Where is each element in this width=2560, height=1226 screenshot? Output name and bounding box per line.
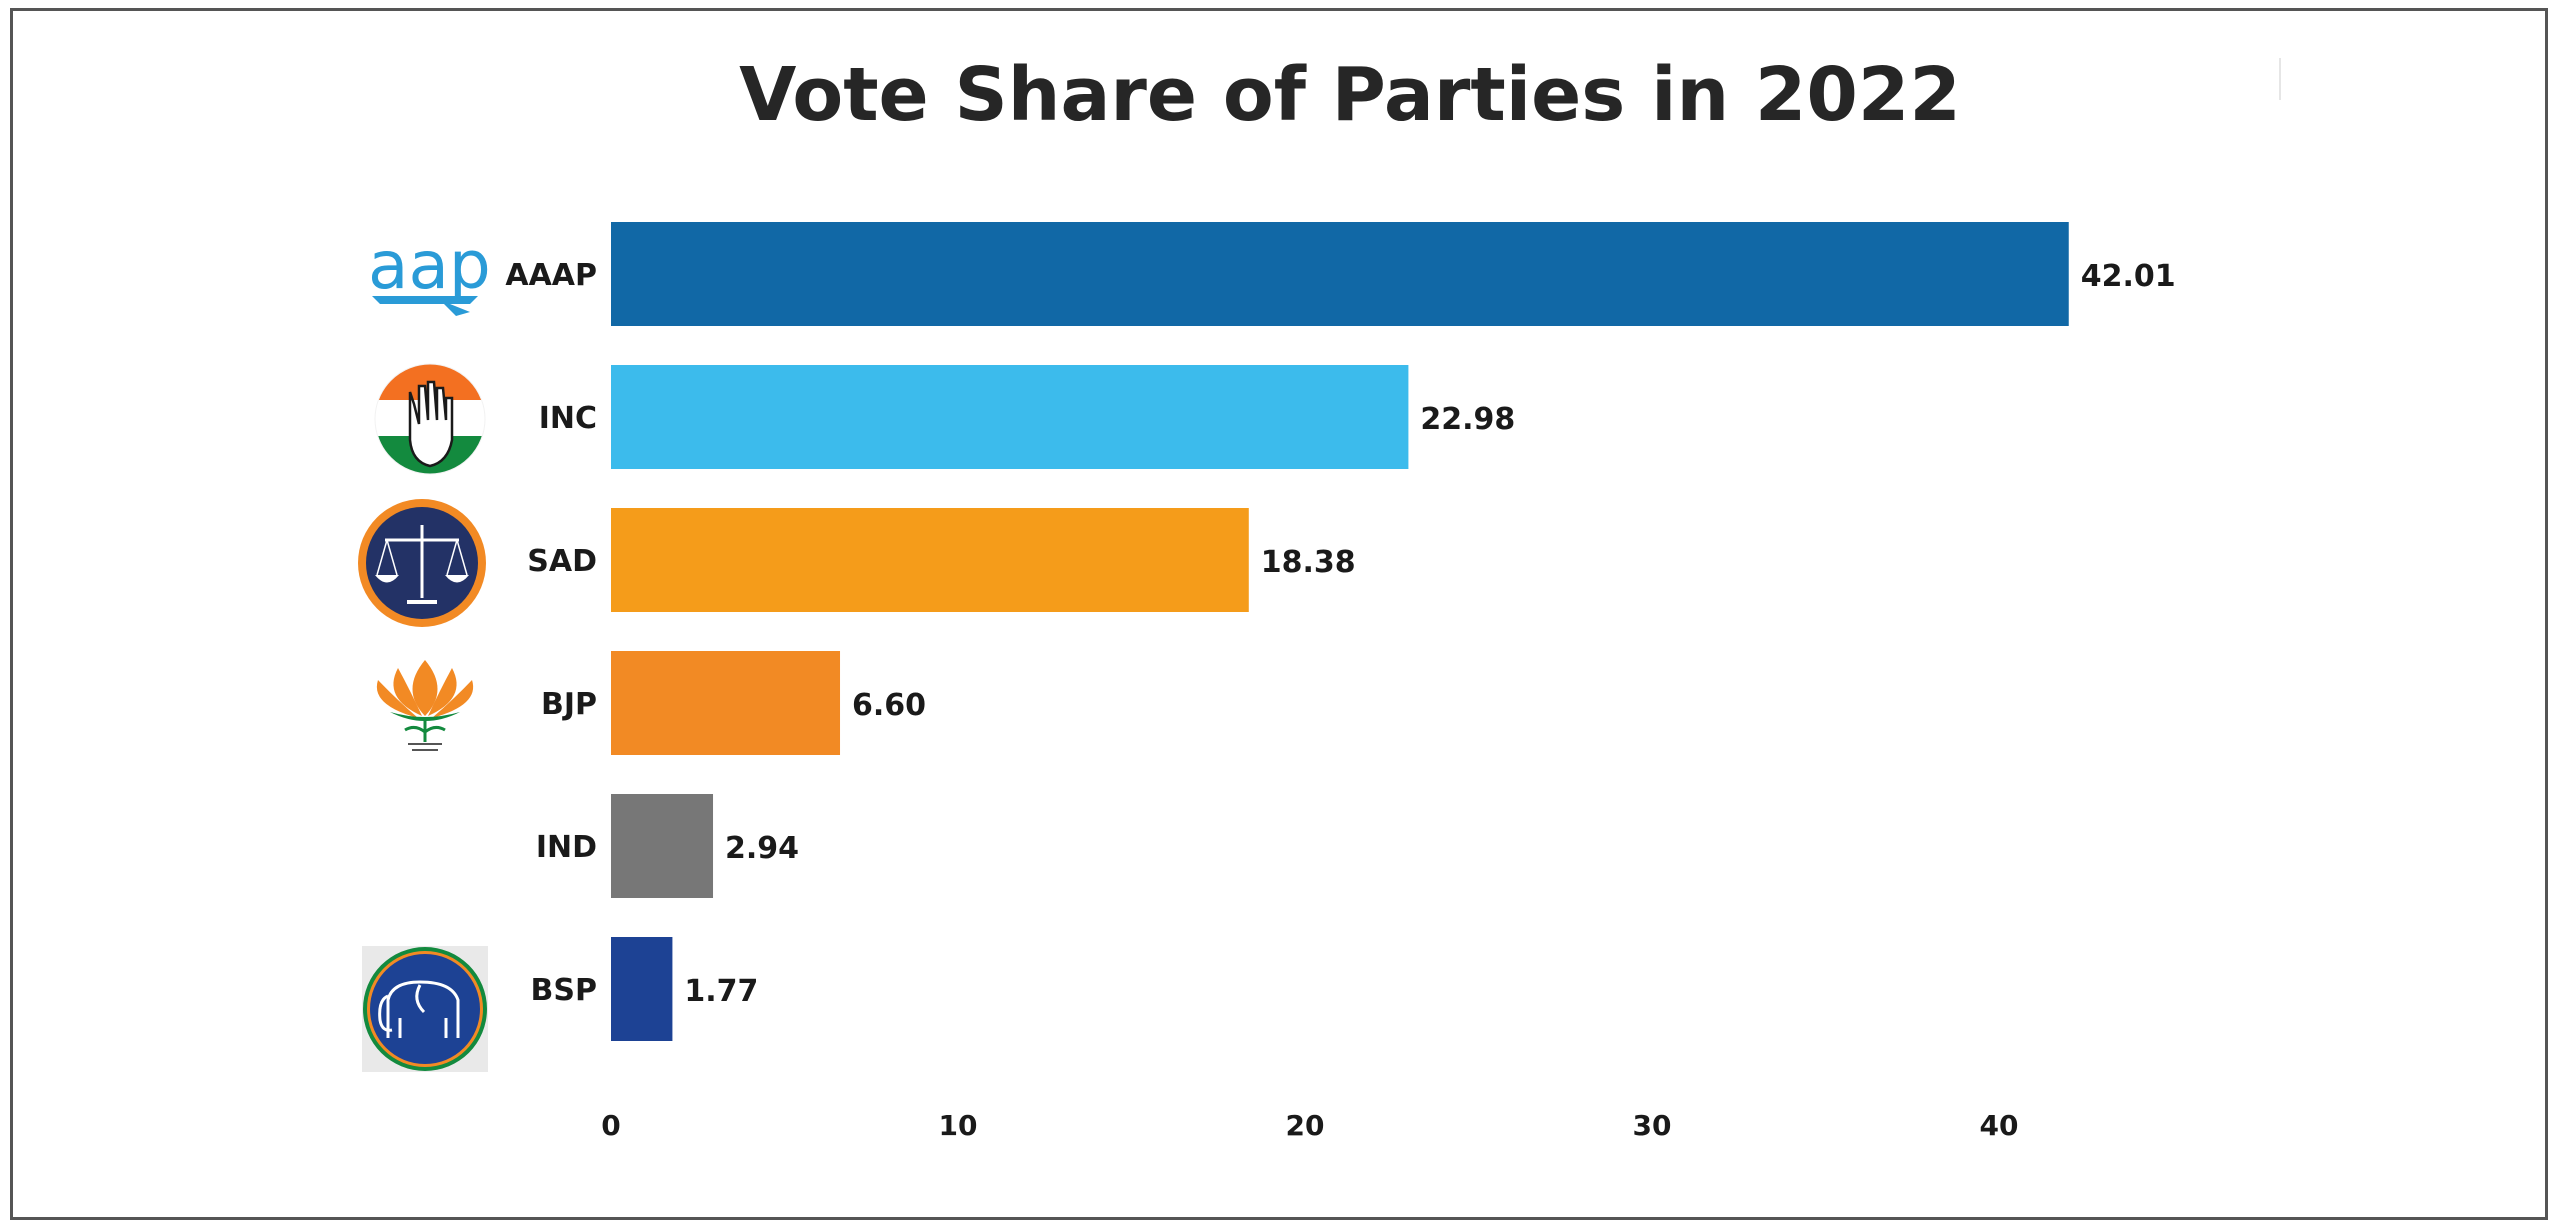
category-labels: AAAP INC SAD BJP IND BSP — [505, 258, 597, 1008]
bar-series — [611, 222, 2069, 1041]
category-label-bsp: BSP — [531, 973, 597, 1008]
category-label-sad: SAD — [527, 544, 597, 579]
bar-aaap — [611, 222, 2069, 326]
x-tick-label: 20 — [1286, 1109, 1325, 1142]
value-label-ind: 2.94 — [725, 831, 799, 866]
inc-logo — [374, 363, 486, 475]
category-label-bjp: BJP — [541, 687, 597, 722]
x-axis-ticks: 0 10 20 30 40 — [601, 1109, 2018, 1142]
bar-sad — [611, 508, 1249, 612]
value-label-bjp: 6.60 — [852, 688, 926, 723]
x-tick-label: 10 — [939, 1109, 978, 1142]
value-label-inc: 22.98 — [1420, 402, 1515, 437]
category-label-inc: INC — [539, 401, 597, 436]
x-tick-label: 40 — [1980, 1109, 2019, 1142]
category-label-aaap: AAAP — [505, 258, 597, 293]
value-labels: 42.01 22.98 18.38 6.60 2.94 1.77 — [684, 259, 2175, 1009]
sad-logo — [358, 499, 486, 627]
x-tick-label: 0 — [601, 1109, 620, 1142]
value-label-sad: 18.38 — [1261, 545, 1356, 580]
value-label-aaap: 42.01 — [2081, 259, 2176, 294]
bar-inc — [611, 365, 1409, 469]
bjp-logo — [376, 660, 474, 751]
x-tick-label: 30 — [1633, 1109, 1672, 1142]
bsp-logo — [362, 946, 488, 1072]
aap-logo: aap — [368, 227, 491, 316]
bar-bsp — [611, 937, 673, 1041]
svg-text:aap: aap — [368, 227, 491, 304]
chart-title: Vote Share of Parties in 2022 — [739, 52, 1961, 138]
value-label-bsp: 1.77 — [684, 974, 758, 1009]
divider — [2279, 58, 2281, 100]
category-label-ind: IND — [536, 830, 597, 865]
bar-ind — [611, 794, 714, 898]
bar-bjp — [611, 651, 841, 755]
